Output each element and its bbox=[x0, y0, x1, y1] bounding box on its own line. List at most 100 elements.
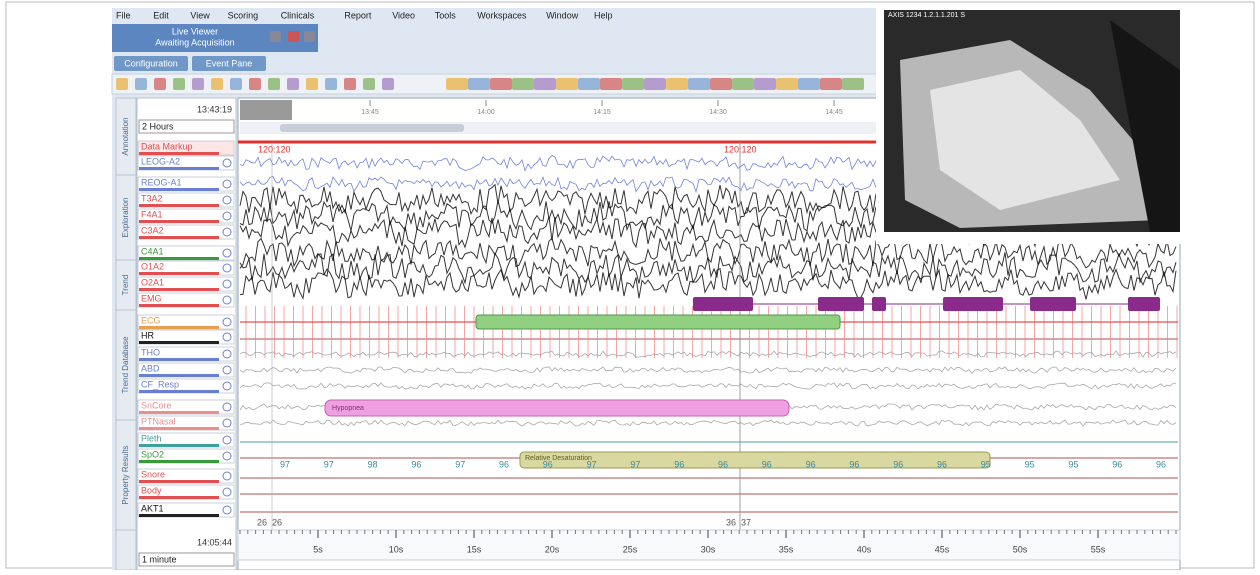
menu-item[interactable]: Window bbox=[546, 10, 579, 20]
menu-item[interactable]: Report bbox=[344, 10, 372, 20]
toolbar-button[interactable] bbox=[820, 78, 842, 90]
tab-label[interactable]: Event Pane bbox=[206, 58, 253, 68]
status-icon[interactable] bbox=[270, 31, 281, 42]
toolbar-button[interactable] bbox=[287, 78, 299, 90]
channel-label[interactable]: C3A2 bbox=[141, 225, 164, 235]
top-time: 13:43:19 bbox=[197, 104, 232, 114]
channel-label[interactable]: THO bbox=[141, 347, 160, 357]
side-tab[interactable]: Exploration bbox=[121, 197, 130, 237]
toolbar-button[interactable] bbox=[732, 78, 754, 90]
toolbar-button[interactable] bbox=[754, 78, 776, 90]
toolbar-button[interactable] bbox=[666, 78, 688, 90]
channel-color-bar bbox=[139, 496, 219, 499]
menu-item[interactable]: Video bbox=[392, 10, 415, 20]
timeline-label: 14:45 bbox=[825, 109, 843, 116]
channel-label[interactable]: C4A1 bbox=[141, 246, 164, 256]
channel-label[interactable]: Pleth bbox=[141, 433, 162, 443]
spo2-value: 96 bbox=[893, 459, 903, 469]
toolbar-button[interactable] bbox=[798, 78, 820, 90]
toolbar-button[interactable] bbox=[446, 78, 468, 90]
channel-label[interactable]: T3A2 bbox=[141, 193, 163, 203]
toolbar-button[interactable] bbox=[512, 78, 534, 90]
toolbar-button[interactable] bbox=[490, 78, 512, 90]
side-tab[interactable]: Property Results bbox=[121, 445, 130, 504]
channel-color-bar bbox=[139, 326, 219, 329]
toolbar-button[interactable] bbox=[688, 78, 710, 90]
toolbar-button[interactable] bbox=[600, 78, 622, 90]
toolbar-button[interactable] bbox=[468, 78, 490, 90]
video-caption: AXIS 1234 1.2.1.1.201 S bbox=[888, 12, 965, 19]
channel-label[interactable]: Snore bbox=[141, 469, 165, 479]
status-icon[interactable] bbox=[304, 31, 315, 42]
channel-label[interactable]: ECG bbox=[141, 315, 161, 325]
toolbar-button[interactable] bbox=[842, 78, 864, 90]
channel-color-bar bbox=[139, 288, 219, 291]
toolbar-button[interactable] bbox=[173, 78, 185, 90]
toolbar-button[interactable] bbox=[382, 78, 394, 90]
channel-label[interactable]: Body bbox=[141, 485, 162, 495]
channel-label[interactable]: SpO2 bbox=[141, 449, 164, 459]
toolbar-button[interactable] bbox=[622, 78, 644, 90]
toolbar-button[interactable] bbox=[344, 78, 356, 90]
menu-item[interactable]: Edit bbox=[153, 10, 169, 20]
channel-label[interactable]: REOG-A1 bbox=[141, 177, 182, 187]
toolbar-button[interactable] bbox=[325, 78, 337, 90]
status-text: Awaiting Acquisition bbox=[155, 37, 234, 47]
spo2-value: 96 bbox=[499, 459, 509, 469]
axis-label: 40s bbox=[857, 544, 872, 554]
spo2-value: 98 bbox=[368, 459, 378, 469]
toolbar-button[interactable] bbox=[534, 78, 556, 90]
status-icon[interactable] bbox=[288, 31, 299, 42]
channel-color-bar bbox=[139, 390, 219, 393]
spo2-value: 96 bbox=[849, 459, 859, 469]
channel-label[interactable]: Data Markup bbox=[141, 141, 193, 151]
zoom-value[interactable]: 1 minute bbox=[142, 554, 177, 564]
toolbar-button[interactable] bbox=[249, 78, 261, 90]
side-tab[interactable]: Trend bbox=[121, 275, 130, 296]
spo2-value: 96 bbox=[718, 459, 728, 469]
channel-label[interactable]: LEOG-A2 bbox=[141, 156, 180, 166]
toolbar-button[interactable] bbox=[192, 78, 204, 90]
channel-label[interactable]: SnCore bbox=[141, 400, 172, 410]
toolbar-button[interactable] bbox=[710, 78, 732, 90]
menu-item[interactable]: File bbox=[116, 10, 131, 20]
menu-item[interactable]: Workspaces bbox=[477, 10, 527, 20]
toolbar-button[interactable] bbox=[154, 78, 166, 90]
spo2-value: 96 bbox=[806, 459, 816, 469]
axis-label: 25s bbox=[623, 544, 638, 554]
channel-label[interactable]: EMG bbox=[141, 293, 162, 303]
toolbar-button[interactable] bbox=[135, 78, 147, 90]
channel-label[interactable]: PTNasal bbox=[141, 416, 176, 426]
channel-label[interactable]: HR bbox=[141, 330, 154, 340]
toolbar-button[interactable] bbox=[363, 78, 375, 90]
menu-item[interactable]: Scoring bbox=[228, 10, 259, 20]
channel-label[interactable]: AKT1 bbox=[141, 503, 164, 513]
scroll-thumb[interactable] bbox=[280, 124, 464, 132]
channel-label[interactable]: ABD bbox=[141, 363, 160, 373]
tab-label[interactable]: Configuration bbox=[124, 58, 178, 68]
side-tab[interactable]: Trend Database bbox=[121, 336, 130, 394]
zoom-value[interactable]: 2 Hours bbox=[142, 121, 174, 131]
toolbar-button[interactable] bbox=[644, 78, 666, 90]
toolbar-button[interactable] bbox=[556, 78, 578, 90]
toolbar-button[interactable] bbox=[306, 78, 318, 90]
spo2-value: 97 bbox=[587, 459, 597, 469]
channel-label[interactable]: F4A1 bbox=[141, 209, 163, 219]
toolbar-button[interactable] bbox=[776, 78, 798, 90]
bottom-time: 14:05:44 bbox=[197, 537, 232, 547]
toolbar-button[interactable] bbox=[578, 78, 600, 90]
toolbar-button[interactable] bbox=[268, 78, 280, 90]
toolbar-button[interactable] bbox=[116, 78, 128, 90]
timeline-window bbox=[240, 100, 292, 120]
toolbar-button[interactable] bbox=[230, 78, 242, 90]
menu-item[interactable]: Clinicals bbox=[281, 10, 315, 20]
side-tab[interactable]: Annotation bbox=[121, 117, 130, 155]
channel-label[interactable]: O1A2 bbox=[141, 261, 164, 271]
channel-label[interactable]: CF_Resp bbox=[141, 379, 179, 389]
menu-item[interactable]: Tools bbox=[435, 10, 457, 20]
toolbar-button[interactable] bbox=[211, 78, 223, 90]
menu-item[interactable]: View bbox=[190, 10, 210, 20]
channel-label[interactable]: O2A1 bbox=[141, 277, 164, 287]
spo2-value: 97 bbox=[280, 459, 290, 469]
menu-item[interactable]: Help bbox=[594, 10, 613, 20]
